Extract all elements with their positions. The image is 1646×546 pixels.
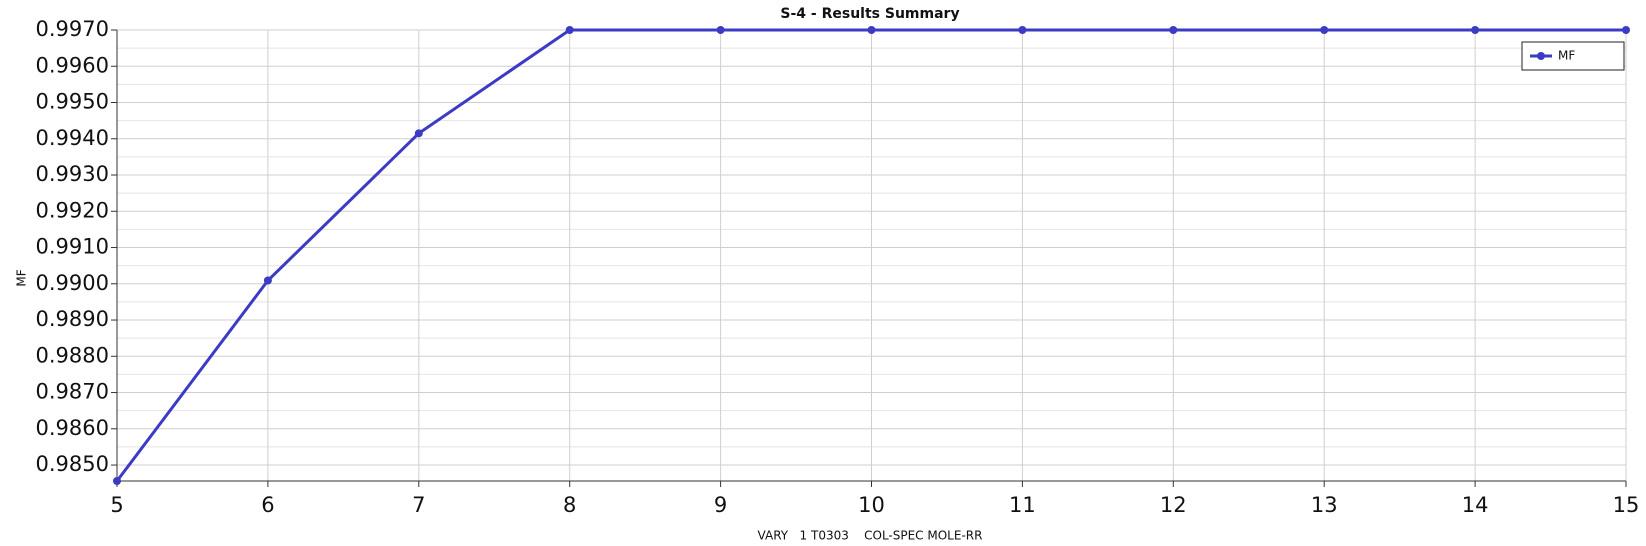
x-tick-label: 5 bbox=[110, 493, 123, 517]
y-tick-label: 0.9900 bbox=[36, 271, 109, 295]
point bbox=[414, 129, 423, 138]
chart-title: S-4 - Results Summary bbox=[780, 6, 959, 22]
x-tick-label: 10 bbox=[858, 493, 885, 517]
y-tick-label: 0.9950 bbox=[36, 90, 109, 114]
y-tick-label: 0.9920 bbox=[36, 198, 109, 222]
y-tick-label: 0.9970 bbox=[36, 17, 109, 41]
point bbox=[1320, 26, 1329, 34]
x-tick-label: 8 bbox=[563, 493, 576, 517]
point bbox=[113, 477, 121, 485]
legend-label: MF bbox=[1558, 49, 1575, 63]
y-tick-label: 0.9910 bbox=[36, 235, 109, 259]
y-tick-label: 0.9890 bbox=[36, 307, 109, 331]
x-tick-label: 11 bbox=[1009, 493, 1036, 517]
point bbox=[263, 276, 272, 285]
y-tick-label: 0.9850 bbox=[36, 452, 109, 476]
point bbox=[1169, 26, 1178, 34]
y-tick-label: 0.9960 bbox=[36, 53, 109, 77]
point bbox=[1622, 26, 1630, 34]
y-tick-label: 0.9860 bbox=[36, 416, 109, 440]
point bbox=[1471, 26, 1480, 34]
point bbox=[1018, 26, 1027, 34]
y-tick-label: 0.9880 bbox=[36, 343, 109, 367]
y-tick-label: 0.9930 bbox=[36, 162, 109, 186]
y-axis-label: MF bbox=[15, 269, 29, 286]
point bbox=[716, 26, 725, 34]
x-tick-label: 14 bbox=[1462, 493, 1489, 517]
x-tick-label: 9 bbox=[714, 493, 727, 517]
y-tick-label: 0.9940 bbox=[36, 126, 109, 150]
x-tick-label: 7 bbox=[412, 493, 425, 517]
x-axis-label: VARY 1 T0303 COL-SPEC MOLE-RR bbox=[758, 529, 983, 543]
legend-marker bbox=[1537, 52, 1545, 60]
point bbox=[867, 26, 876, 34]
point bbox=[565, 26, 574, 34]
x-tick-label: 15 bbox=[1613, 493, 1640, 517]
x-tick-label: 12 bbox=[1160, 493, 1187, 517]
x-tick-label: 6 bbox=[261, 493, 274, 517]
y-tick-label: 0.9870 bbox=[36, 380, 109, 404]
x-tick-label: 13 bbox=[1311, 493, 1338, 517]
